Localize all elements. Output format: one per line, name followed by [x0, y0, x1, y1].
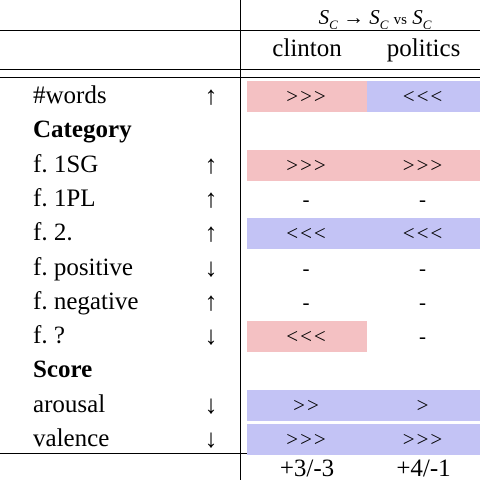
arrow-down-icon: ↓: [204, 424, 218, 453]
formula-mid-sub: C: [379, 17, 389, 33]
column-divider: [240, 0, 241, 480]
cell-clinton: >>>: [247, 424, 367, 455]
formula-arrow: →: [342, 5, 364, 29]
row-label: f. 1PL: [33, 185, 96, 212]
formula-lhs: S: [318, 5, 330, 29]
cell-politics: <<<: [367, 81, 480, 112]
cell-clinton: -: [302, 290, 312, 314]
cell-politics: -: [419, 256, 428, 280]
arrow-down-icon: ↓: [204, 390, 218, 419]
column-header-politics: politics: [386, 35, 461, 62]
row-label: f. positive: [33, 254, 133, 281]
row-label: f. 1SG: [33, 151, 99, 178]
cell-clinton: >>>: [247, 81, 367, 112]
cell-politics: -: [419, 187, 428, 211]
arrow-down-icon: ↓: [204, 321, 218, 350]
arrow-up-icon: ↑: [204, 184, 218, 213]
cell-clinton: <<<: [247, 218, 367, 249]
formula-vs: vs: [393, 12, 407, 28]
cell-politics: -: [419, 290, 428, 314]
cell-politics: >>>: [367, 150, 480, 181]
arrow-up-icon: ↑: [204, 287, 218, 316]
formula-lhs-sub: C: [329, 17, 338, 33]
row-label: arousal: [33, 391, 106, 418]
header-formula: SC → SC vs SC: [270, 2, 480, 40]
section-heading: Category: [33, 116, 132, 143]
section-heading: Score: [33, 356, 93, 383]
formula-rhs-sub: C: [422, 17, 432, 33]
cell-clinton: -: [302, 187, 312, 211]
row-label: valence: [33, 425, 110, 452]
formula-mid: S: [369, 5, 380, 29]
cell-clinton: -: [302, 256, 312, 280]
cell-politics: >: [367, 390, 480, 421]
cell-politics: <<<: [367, 218, 480, 249]
row-label: f. 2.: [33, 219, 73, 246]
cell-politics: -: [419, 324, 428, 348]
cell-clinton: >>>: [247, 150, 367, 181]
arrow-up-icon: ↑: [204, 150, 218, 179]
column-header-clinton: clinton: [272, 35, 342, 62]
row-label: #words: [33, 82, 107, 109]
cell-politics: >>>: [367, 424, 480, 455]
row-label: f. ?: [33, 322, 65, 349]
arrow-up-icon: ↑: [204, 81, 218, 110]
cell-clinton: >>: [247, 390, 367, 421]
footer-total-clinton: +3/-3: [279, 455, 335, 482]
footer-total-politics: +4/-1: [396, 455, 451, 482]
row-label: f. negative: [33, 288, 139, 315]
cell-clinton: <<<: [247, 321, 367, 352]
formula-rhs: S: [412, 5, 423, 29]
arrow-down-icon: ↓: [204, 253, 218, 282]
arrow-up-icon: ↑: [204, 218, 218, 247]
